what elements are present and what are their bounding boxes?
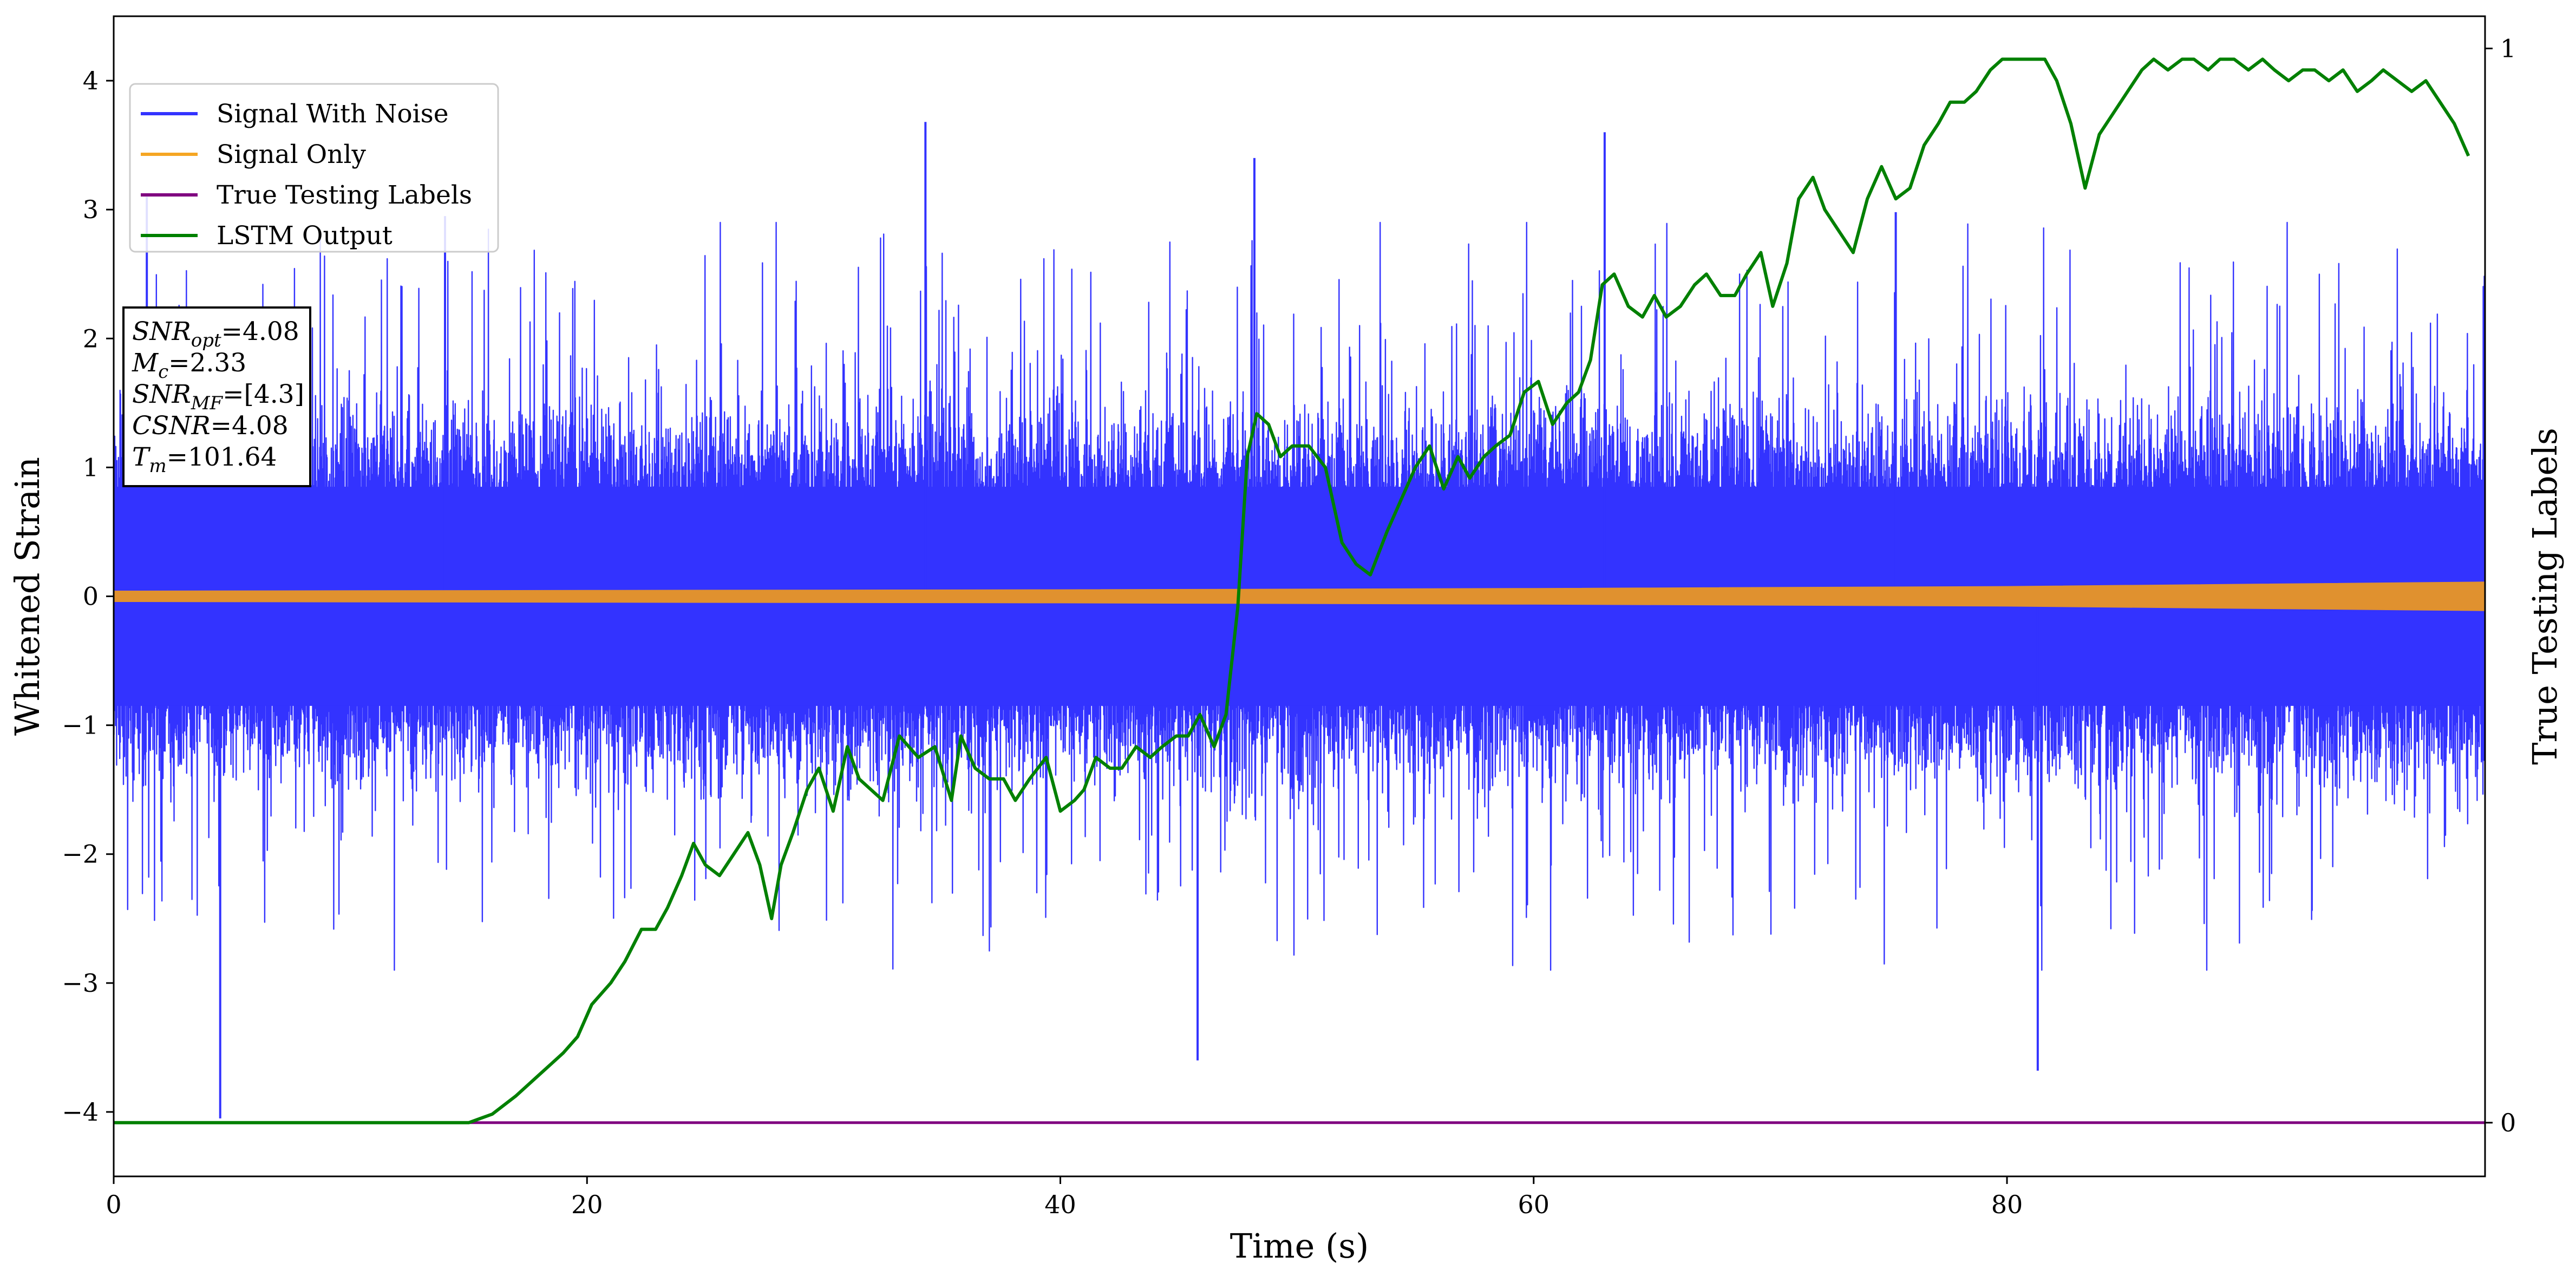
y-tick-label: −3 [62,969,99,998]
annotation-line: Tm=101.64 [132,442,277,477]
y-tick-label: −1 [62,711,99,740]
series-signal-only [114,581,2485,611]
series-lstm-output [114,57,2470,1124]
x-tick-label: 60 [1518,1190,1549,1219]
legend-label: Signal With Noise [217,99,449,129]
x-tick-label: 0 [106,1190,121,1219]
y-tick-label: 0 [83,582,99,611]
annotation-line: SNRMF=[4.3] [132,379,304,414]
legend-box [129,83,499,253]
annotation-line: Mc=2.33 [132,348,246,383]
y2-axis-title: True Testing Labels [2525,428,2565,765]
y2-tick-label: 0 [2500,1108,2516,1137]
x-tick-label: 80 [1991,1190,2023,1219]
series-layer [114,57,2485,1124]
y-tick-label: −2 [62,840,99,869]
x-tick-label: 20 [571,1190,603,1219]
legend: Signal With Noise Signal Only True Testing… [129,83,499,253]
annotation-line: CSNR=4.08 [132,411,289,441]
y-tick-label: 3 [83,195,99,224]
legend-label: LSTM Output [217,221,393,251]
x-axis-title: Time (s) [1230,1226,1369,1266]
y2-tick-label: 1 [2500,34,2516,63]
stats-annotation-box: SNRopt=4.08Mc=2.33SNRMF=[4.3]CSNR=4.08Tm… [122,306,311,487]
y-tick-label: 1 [83,453,99,482]
y-axis-title: Whitened Strain [8,457,47,736]
y-tick-label: 4 [83,66,99,95]
annotation-frame [122,306,311,487]
legend-label: Signal Only [217,140,366,169]
y-tick-label: 2 [83,324,99,353]
annotation-line: SNRopt=4.08 [132,317,299,351]
x-tick-label: 40 [1044,1190,1076,1219]
legend-label: True Testing Labels [217,180,472,210]
y-tick-label: −4 [62,1097,99,1127]
